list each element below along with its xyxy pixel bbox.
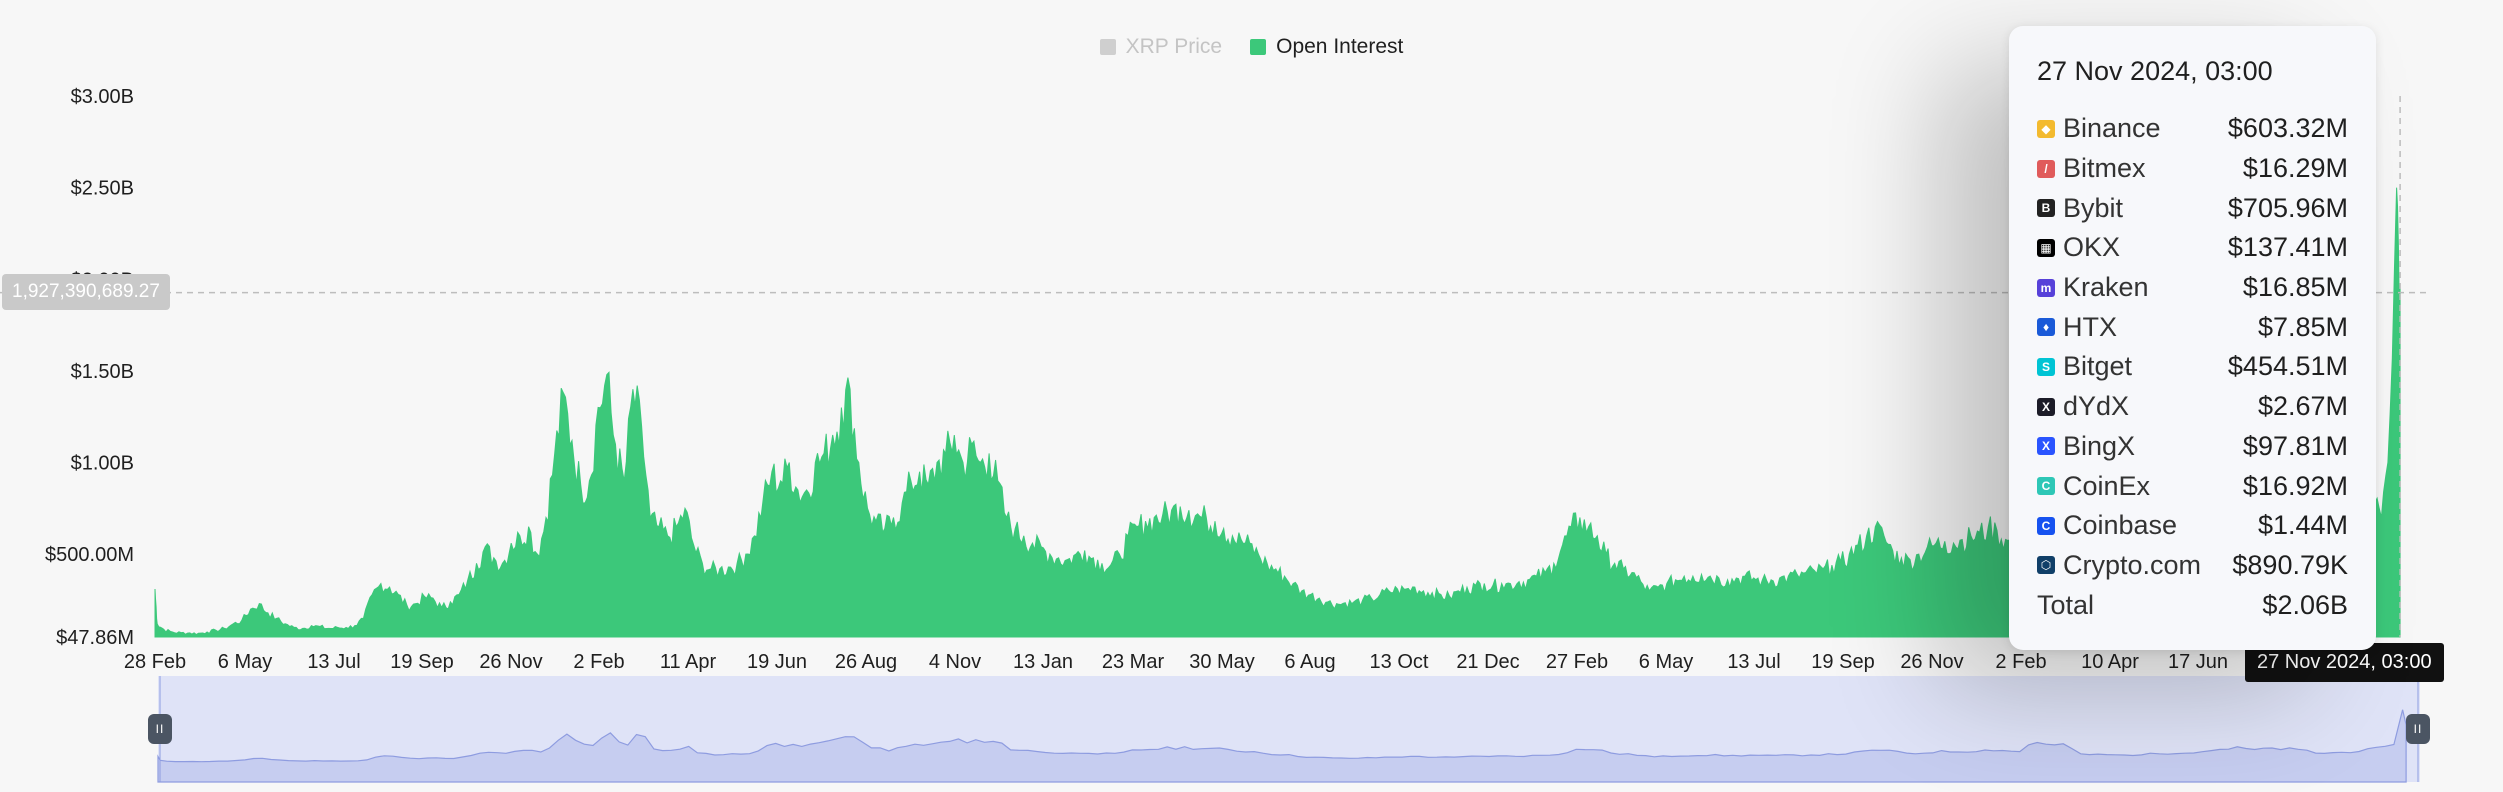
x-tick-label: 6 May bbox=[1639, 651, 1693, 673]
crosshair-y-label: 1,927,390,689.27 bbox=[2, 274, 170, 310]
tooltip-total-row: Total $2.06B bbox=[2037, 585, 2348, 625]
x-tick-label: 13 Jul bbox=[307, 651, 360, 673]
tooltip-row-name: Bitmex bbox=[2063, 153, 2146, 184]
navigator-series bbox=[157, 709, 2407, 783]
tooltip-row-value: $137.41M bbox=[2227, 232, 2348, 263]
tooltip-row-value: $603.32M bbox=[2227, 113, 2348, 144]
legend-open-interest-label: Open Interest bbox=[1276, 35, 1404, 58]
htx-icon: ♦ bbox=[2037, 318, 2055, 337]
bingx-icon: X bbox=[2037, 437, 2055, 456]
chart-legend: XRP Price Open Interest bbox=[0, 32, 2503, 62]
tooltip-row-value: $705.96M bbox=[2227, 192, 2348, 223]
tooltip-row-bitmex: / Bitmex $16.29M bbox=[2037, 149, 2348, 189]
x-tick-label: 13 Jul bbox=[1727, 651, 1780, 673]
tooltip-row-name: CoinEx bbox=[2063, 470, 2151, 501]
tooltip-row-value: $16.29M bbox=[2242, 153, 2348, 184]
tooltip-title: 27 Nov 2024, 03:00 bbox=[2037, 56, 2273, 86]
tooltip-row-bybit: B Bybit $705.96M bbox=[2037, 188, 2348, 228]
tooltip-row-okx: ▦ OKX $137.41M bbox=[2037, 228, 2348, 268]
tooltip-row-binance: ◆ Binance $603.32M bbox=[2037, 109, 2348, 149]
legend-xrp-price-swatch bbox=[1099, 39, 1116, 55]
tooltip-row-htx: ♦ HTX $7.85M bbox=[2037, 307, 2348, 347]
x-tick-label: 2 Feb bbox=[1995, 651, 2046, 673]
tooltip-row-coinex: C CoinEx $16.92M bbox=[2037, 466, 2348, 506]
tooltip-row-value: $2.67M bbox=[2257, 391, 2348, 422]
exchange-breakdown-tooltip: 27 Nov 2024, 03:00 ◆ Binance $603.32M / Bitm… bbox=[2009, 26, 2376, 650]
x-tick-label: 11 Apr bbox=[660, 651, 717, 673]
x-tick-label: 30 May bbox=[1189, 651, 1255, 673]
tooltip-row-name: dYdX bbox=[2063, 391, 2130, 422]
legend-xrp-price-label: XRP Price bbox=[1125, 35, 1223, 58]
tooltip-row-name: Bitget bbox=[2063, 351, 2133, 382]
navigator-right-handle-glyph: II bbox=[2413, 722, 2423, 736]
x-tick-label: 13 Jan bbox=[1013, 651, 1073, 673]
binance-icon: ◆ bbox=[2037, 119, 2055, 138]
y-tick-label: $47.86M bbox=[56, 627, 134, 649]
navigator-left-handle[interactable]: II bbox=[148, 714, 172, 744]
tooltip-row-name: Binance bbox=[2063, 113, 2161, 144]
bitget-icon: S bbox=[2037, 357, 2055, 376]
tooltip-row-name: HTX bbox=[2063, 311, 2117, 342]
bitmex-icon: / bbox=[2037, 159, 2055, 178]
bybit-icon: B bbox=[2037, 199, 2055, 218]
x-tick-label: 28 Feb bbox=[124, 651, 186, 673]
x-tick-label: 26 Aug bbox=[835, 651, 897, 673]
dydx-icon: X bbox=[2037, 397, 2055, 416]
tooltip-row-bitget: S Bitget $454.51M bbox=[2037, 347, 2348, 387]
tooltip-row-bingx: X BingX $97.81M bbox=[2037, 427, 2348, 467]
tooltip-row-value: $454.51M bbox=[2227, 351, 2348, 382]
x-tick-label: 6 May bbox=[218, 651, 272, 673]
y-tick-label: $3.00B bbox=[71, 86, 134, 108]
tooltip-row-name: Kraken bbox=[2063, 272, 2149, 303]
kraken-icon: m bbox=[2037, 278, 2055, 297]
okx-icon: ▦ bbox=[2037, 238, 2055, 257]
x-tick-label: 4 Nov bbox=[929, 651, 981, 673]
x-tick-label: 19 Sep bbox=[390, 651, 453, 673]
legend-open-interest[interactable]: Open Interest bbox=[1250, 35, 1403, 59]
x-tick-label: 23 Mar bbox=[1102, 651, 1165, 673]
x-tick-label: 19 Jun bbox=[747, 651, 807, 673]
x-tick-label: 17 Jun bbox=[2168, 651, 2228, 673]
tooltip-row-name: BingX bbox=[2063, 430, 2136, 461]
tooltip-row-value: $16.85M bbox=[2242, 272, 2348, 303]
tooltip-row-name: Bybit bbox=[2063, 192, 2124, 223]
x-tick-label: 27 Feb bbox=[1546, 651, 1608, 673]
x-tick-label: 13 Oct bbox=[1370, 651, 1429, 673]
tooltip-total-value: $2.06B bbox=[2262, 589, 2348, 620]
y-tick-label: $1.50B bbox=[71, 361, 134, 383]
legend-open-interest-swatch bbox=[1250, 39, 1267, 55]
tooltip-row-crypto-com: ⬡ Crypto.com $890.79K bbox=[2037, 546, 2348, 586]
y-tick-label: $2.50B bbox=[71, 178, 134, 200]
legend-xrp-price[interactable]: XRP Price bbox=[1099, 35, 1223, 59]
tooltip-row-value: $16.92M bbox=[2242, 470, 2348, 501]
tooltip-row-value: $1.44M bbox=[2257, 510, 2348, 541]
tooltip-total-label: Total bbox=[2037, 589, 2095, 620]
y-tick-label: $1.00B bbox=[71, 453, 134, 475]
coinbase-icon: C bbox=[2037, 516, 2055, 535]
y-tick-label: $500.00M bbox=[45, 544, 134, 566]
tooltip-row-name: Coinbase bbox=[2063, 510, 2178, 541]
tooltip-row-name: Crypto.com bbox=[2063, 549, 2202, 580]
tooltip-rows: ◆ Binance $603.32M / Bitmex $16.29M B Bybit $705… bbox=[2037, 109, 2348, 585]
navigator-right-handle[interactable]: II bbox=[2406, 714, 2430, 744]
tooltip-row-coinbase: C Coinbase $1.44M bbox=[2037, 506, 2348, 546]
tooltip-row-kraken: m Kraken $16.85M bbox=[2037, 268, 2348, 308]
tooltip-row-value: $7.85M bbox=[2257, 311, 2348, 342]
x-tick-label: 2 Feb bbox=[573, 651, 624, 673]
tooltip-row-value: $890.79K bbox=[2232, 549, 2348, 580]
x-tick-label: 26 Nov bbox=[479, 651, 542, 673]
navigator-left-handle-glyph: II bbox=[155, 722, 165, 736]
coinex-icon: C bbox=[2037, 477, 2055, 496]
tooltip-row-name: OKX bbox=[2063, 232, 2121, 263]
x-tick-label: 6 Aug bbox=[1284, 651, 1335, 673]
x-tick-label: 19 Sep bbox=[1811, 651, 1874, 673]
cryptocom-icon: ⬡ bbox=[2037, 556, 2055, 575]
tooltip-row-value: $97.81M bbox=[2242, 430, 2348, 461]
x-tick-label: 10 Apr bbox=[2081, 651, 2139, 673]
x-tick-label: 21 Dec bbox=[1456, 651, 1519, 673]
x-tick-label: 26 Nov bbox=[1900, 651, 1963, 673]
